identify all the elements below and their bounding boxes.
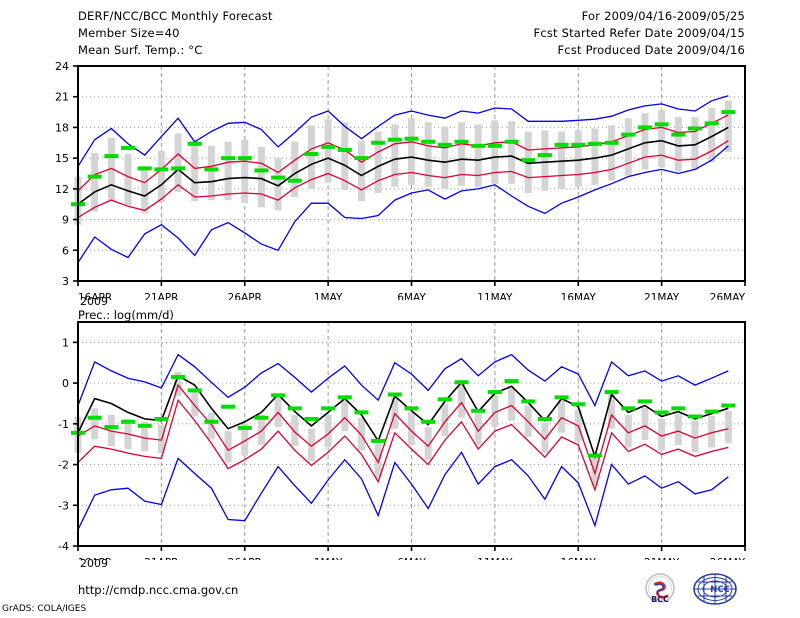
svg-text:26APR: 26APR	[228, 292, 262, 300]
series-q25	[77, 140, 729, 219]
svg-text:11MAY: 11MAY	[477, 292, 513, 300]
forecast-title: DERF/NCC/BCC Monthly Forecast	[78, 9, 273, 23]
valid-range-label: For 2009/04/16-2009/05/25	[581, 9, 745, 23]
svg-text:16APR: 16APR	[78, 557, 112, 560]
temperature-variable-label: Mean Surf. Temp.: °C	[78, 43, 203, 57]
svg-text:9: 9	[62, 214, 69, 227]
member-size-label: Member Size=40	[78, 26, 180, 40]
ensemble-spread-bars	[74, 100, 732, 225]
svg-text:6MAY: 6MAY	[397, 557, 426, 560]
svg-text:12: 12	[55, 183, 69, 196]
svg-text:1: 1	[62, 336, 69, 349]
year-label-bottom: 2009	[80, 557, 108, 570]
svg-text:-1: -1	[58, 418, 69, 431]
bcc-logo: BCC	[645, 573, 675, 604]
series-q75	[77, 114, 729, 192]
svg-text:21APR: 21APR	[144, 292, 178, 300]
svg-text:16MAY: 16MAY	[561, 292, 597, 300]
svg-text:21: 21	[55, 91, 69, 104]
source-url[interactable]: http://cmdp.ncc.cma.gov.cn	[78, 583, 239, 597]
svg-text:21MAY: 21MAY	[644, 557, 680, 560]
svg-text:16MAY: 16MAY	[561, 557, 597, 560]
agency-logos: BCC NCC	[636, 572, 746, 610]
year-label-top: 2009	[80, 295, 108, 308]
svg-text:-2: -2	[58, 459, 69, 472]
series-mean	[77, 126, 729, 205]
svg-text:0: 0	[62, 377, 69, 390]
temperature-chart: 3 6 9 12 15 18 21 24 16APR 21APR 26APR 1MAY 6MAY 11MA…	[0, 0, 800, 300]
series-q75	[77, 383, 729, 476]
svg-text:11MAY: 11MAY	[477, 557, 513, 560]
grads-credit: GrADS: COLA/IGES	[2, 604, 87, 614]
svg-text:1MAY: 1MAY	[314, 557, 343, 560]
precipitation-chart: -4 -3 -2 -1 0 1 16APR 21APR 26APR 1MAY 6MAY 11MAY 16…	[0, 300, 800, 560]
svg-text:-3: -3	[58, 499, 69, 512]
series-max	[77, 353, 729, 408]
started-refer-date-label: Fcst Started Refer Date 2009/04/15	[533, 26, 745, 40]
svg-text:26MAY: 26MAY	[710, 557, 746, 560]
precipitation-plot: -4 -3 -2 -1 0 1 16APR 21APR 26APR 1MAY 6MAY 11MAY 16…	[58, 321, 746, 560]
svg-text:21APR: 21APR	[144, 557, 178, 560]
svg-text:3: 3	[62, 275, 69, 288]
svg-text:26MAY: 26MAY	[710, 292, 746, 300]
series-mean	[77, 374, 729, 460]
series-max	[77, 95, 729, 167]
svg-text:6: 6	[62, 244, 69, 257]
produced-date-label: Fcst Produced Date 2009/04/16	[557, 43, 745, 57]
svg-text:26APR: 26APR	[228, 557, 262, 560]
svg-text:15: 15	[55, 152, 69, 165]
observed-markers	[71, 374, 736, 458]
svg-text:6MAY: 6MAY	[397, 292, 426, 300]
svg-text:21MAY: 21MAY	[644, 292, 680, 300]
svg-text:18: 18	[55, 121, 69, 134]
observed-markers	[71, 110, 736, 207]
svg-text:-4: -4	[58, 540, 69, 553]
svg-text:24: 24	[55, 60, 69, 73]
precipitation-variable-label: Prec.: log(mm/d)	[78, 308, 174, 322]
svg-text:BCC: BCC	[651, 595, 669, 604]
svg-text:16APR: 16APR	[78, 292, 112, 300]
svg-text:NCC: NCC	[710, 585, 730, 595]
series-min	[77, 145, 729, 263]
svg-text:1MAY: 1MAY	[314, 292, 343, 300]
series-min	[77, 451, 729, 530]
temperature-plot: 3 6 9 12 15 18 21 24 16APR 21APR 26APR 1MAY 6MAY 11MA…	[55, 60, 746, 300]
ncc-logo: NCC	[693, 573, 737, 605]
series-q25	[77, 398, 729, 492]
